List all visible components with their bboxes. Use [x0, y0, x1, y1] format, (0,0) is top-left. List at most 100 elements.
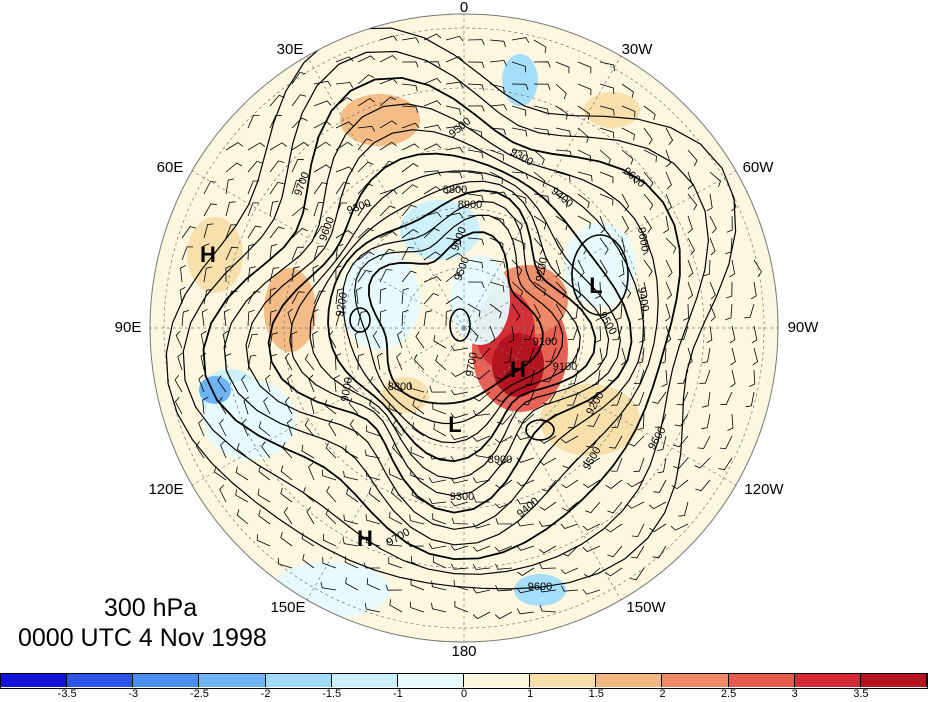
wind-barb [203, 266, 213, 283]
wind-barb [379, 309, 387, 327]
wind-barb [719, 435, 733, 450]
wind-barb [637, 413, 645, 431]
wind-barb [595, 303, 602, 321]
wind-barb [494, 545, 513, 552]
wind-barb [595, 325, 602, 343]
wind-barb [200, 330, 207, 349]
wind-barb [308, 374, 315, 393]
wind-barb [423, 227, 440, 239]
wind-barb [335, 244, 344, 261]
wind-barb [577, 215, 591, 229]
wind-barb [539, 435, 557, 444]
wind-barb [706, 325, 713, 344]
wind-barb [247, 309, 255, 327]
wind-barb [699, 369, 711, 384]
wind-barb [203, 181, 217, 195]
wind-barb [357, 227, 374, 239]
wind-barb [379, 120, 398, 129]
wind-barb [599, 83, 615, 95]
wind-barb [687, 259, 694, 278]
wind-barb [291, 94, 307, 107]
wind-barb [423, 211, 442, 218]
wind-barb [729, 325, 736, 344]
wind-barb [225, 353, 232, 371]
wind-barb [744, 303, 755, 319]
wind-barb [247, 225, 262, 239]
wind-barb [269, 160, 285, 173]
closed-contour [449, 308, 471, 342]
wind-barb [472, 410, 491, 417]
colorbar-cell [662, 673, 729, 687]
wind-barb [472, 477, 491, 484]
contour-label: 9000 [339, 376, 355, 402]
colorbar-tick-label: -2.5 [189, 688, 209, 700]
wind-barb [630, 545, 645, 559]
wind-barb [450, 456, 469, 462]
wind-barb [701, 413, 711, 430]
wind-barb [428, 543, 447, 550]
wind-barb [269, 114, 282, 129]
colorbar-tick-label: 0 [460, 688, 468, 700]
wind-barb [516, 457, 535, 463]
wind-barb [703, 259, 711, 277]
wind-barb [247, 160, 263, 173]
wind-barb [489, 39, 506, 48]
wind-barb [335, 97, 353, 107]
wind-barb [489, 215, 505, 226]
meridian-line [463, 170, 737, 329]
wind-barb [467, 214, 485, 221]
contour-label: 9600 [528, 581, 552, 593]
meridian-line [306, 327, 465, 601]
colorbar-cell [331, 673, 398, 687]
wind-barb [720, 391, 733, 406]
wind-barb [291, 266, 300, 283]
wind-barb [562, 545, 579, 557]
contour-label: 9600 [635, 226, 651, 252]
wind-barb [411, 488, 425, 503]
contour-label: 9100 [553, 361, 577, 373]
wind-barb [555, 303, 564, 322]
colorbar-tick-label: 1 [527, 688, 534, 700]
wind-barb [379, 160, 395, 173]
wind-barb [474, 449, 491, 459]
anomaly-patch [600, 430, 720, 510]
wind-barb [334, 353, 342, 371]
wind-barb [605, 479, 623, 489]
wind-barb [489, 59, 508, 66]
wind-barb [453, 580, 469, 591]
wind-barb [706, 193, 713, 212]
wind-barb [522, 391, 535, 406]
wind-barb [511, 61, 526, 73]
wind-barb [687, 215, 693, 234]
wind-barb [174, 374, 183, 393]
low-center-mark: L [589, 273, 602, 298]
wind-barb [388, 468, 403, 481]
wind-barb [220, 440, 227, 459]
wind-barb [587, 413, 601, 427]
wind-barb [621, 171, 636, 184]
wind-barb [335, 265, 342, 283]
wind-barb [599, 127, 615, 139]
wind-barb [198, 374, 205, 393]
wind-barb [575, 281, 582, 300]
wind-barb [203, 288, 213, 305]
colorbar-tick-label: 3 [791, 688, 798, 700]
wind-barb [313, 225, 328, 239]
wind-barb [472, 587, 491, 594]
wind-barb [409, 382, 425, 393]
wind-barb [428, 498, 447, 505]
wind-barb [582, 523, 601, 531]
height-contour [182, 50, 710, 575]
wind-barb [605, 567, 623, 577]
wind-barb [286, 418, 293, 437]
wind-barb [282, 442, 293, 459]
colorbar-tick-label: 2 [659, 688, 666, 700]
wind-barb [225, 265, 232, 283]
wind-barb [586, 435, 601, 448]
wind-barb [560, 435, 579, 444]
wind-barb [511, 149, 529, 157]
wind-barb [321, 469, 337, 481]
wind-barb [313, 164, 332, 173]
map-disk [150, 14, 778, 642]
wind-barb [410, 556, 425, 569]
